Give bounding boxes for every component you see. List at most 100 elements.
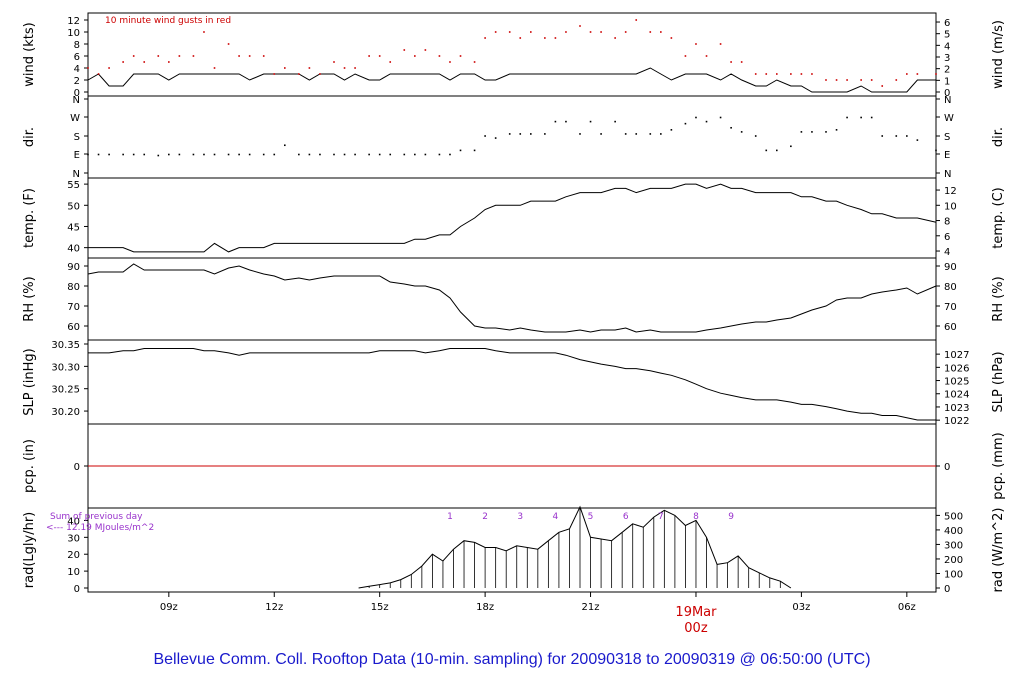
data-point-dir (649, 133, 652, 135)
data-point-wind (881, 85, 884, 87)
x-tick-label: 21z (582, 602, 600, 613)
data-point-dir (308, 153, 311, 156)
left-tick-label-dir: N (73, 169, 80, 180)
data-point-wind (684, 55, 687, 57)
data-point-wind (554, 37, 557, 39)
left-axis-label-rh: RH (%) (22, 276, 37, 321)
data-point-dir (579, 133, 581, 135)
x-tick-label: 18z (476, 602, 494, 613)
right-tick-label-temp: 12 (944, 186, 957, 197)
date-label-day: 19Mar (675, 605, 717, 620)
right-tick-label-rad: 500 (944, 511, 963, 522)
data-point-dir (895, 135, 898, 137)
right-axis-label-dir: dir. (991, 127, 1006, 147)
data-point-dir (389, 153, 392, 156)
panel-frame-rad (87, 507, 937, 593)
data-point-wind (178, 55, 181, 57)
data-point-wind (262, 55, 265, 57)
right-tick-label-rad: 200 (944, 555, 963, 566)
x-tick-label: 03z (792, 602, 810, 613)
hour-marker: 4 (553, 512, 559, 522)
data-point-dir (424, 153, 427, 156)
data-point-wind (635, 19, 638, 21)
hour-marker: 9 (728, 512, 734, 522)
left-tick-label-dir: S (74, 132, 80, 143)
left-axis-label-dir: dir. (22, 127, 37, 147)
left-tick-label-wind: 6 (74, 52, 80, 63)
data-point-dir (695, 116, 697, 119)
data-point-wind (508, 31, 511, 33)
data-point-dir (178, 153, 181, 156)
left-tick-label-wind: 8 (74, 40, 80, 51)
chart-title: Bellevue Comm. Coll. Rooftop Data (10-mi… (153, 651, 871, 668)
data-point-wind (192, 55, 195, 57)
left-tick-label-slp: 30.30 (51, 362, 80, 373)
data-point-dir (765, 149, 768, 152)
data-point-wind (870, 79, 873, 81)
right-tick-label-slp: 1022 (944, 416, 969, 427)
data-point-wind (846, 79, 848, 81)
data-point-dir (284, 144, 286, 147)
data-point-dir (508, 133, 511, 135)
right-tick-label-wind: 0 (944, 88, 950, 99)
data-point-wind (273, 73, 276, 75)
data-point-wind (414, 55, 416, 57)
data-point-wind (705, 55, 708, 57)
right-tick-label-rad: 400 (944, 526, 963, 537)
data-point-wind (600, 31, 602, 33)
right-axis-label-rad: rad (W/m^2) (991, 508, 1006, 593)
left-tick-label-rh: 70 (67, 302, 80, 313)
hour-marker: 7 (658, 512, 664, 522)
hour-marker: 2 (482, 512, 488, 522)
right-tick-label-rad: 0 (944, 584, 950, 595)
data-point-dir (97, 153, 100, 156)
data-point-dir (459, 149, 462, 152)
data-point-dir (87, 153, 89, 156)
data-point-dir (684, 122, 687, 125)
x-tick-label: 12z (265, 602, 283, 613)
series-line-rh (87, 263, 937, 333)
panel-frame-temp (87, 177, 937, 259)
data-point-dir (157, 154, 160, 157)
data-point-wind (790, 73, 792, 75)
data-point-wind (343, 67, 346, 69)
data-point-wind (203, 31, 205, 33)
left-tick-label-dir: E (74, 150, 80, 161)
data-point-dir (530, 133, 532, 135)
data-point-wind (97, 73, 100, 75)
data-point-dir (192, 153, 195, 156)
data-point-wind (579, 25, 581, 27)
data-point-wind (754, 73, 757, 75)
left-tick-label-wind: 12 (67, 16, 80, 27)
left-tick-label-rad: 0 (74, 584, 80, 595)
data-point-wind (308, 67, 311, 69)
right-tick-label-dir: N (944, 95, 951, 106)
left-tick-label-dir: W (70, 113, 80, 124)
left-tick-label-temp: 40 (67, 244, 80, 255)
data-point-wind (298, 73, 300, 75)
data-point-dir (414, 153, 416, 156)
data-point-dir (438, 153, 441, 156)
left-axis-label-slp: SLP (inHg) (22, 348, 37, 416)
right-tick-label-dir: S (944, 132, 950, 143)
data-point-wind (238, 55, 240, 57)
data-point-dir (906, 135, 908, 137)
hour-marker: 5 (588, 512, 594, 522)
data-point-dir (740, 131, 743, 133)
left-tick-label-wind: 2 (74, 76, 80, 87)
data-point-wind (354, 67, 356, 69)
right-axis-label-wind: wind (m/s) (991, 20, 1006, 89)
right-tick-label-rh: 90 (944, 262, 957, 273)
data-point-wind (157, 55, 160, 57)
data-point-dir (108, 153, 110, 156)
data-point-wind (143, 61, 146, 63)
right-tick-label-dir: N (944, 169, 951, 180)
data-point-dir (298, 153, 300, 156)
data-point-dir (916, 139, 919, 141)
left-tick-label-temp: 50 (67, 201, 80, 212)
left-tick-label-slp: 30.25 (51, 385, 80, 396)
data-point-dir (860, 116, 862, 119)
data-point-dir (554, 120, 557, 123)
right-tick-label-rh: 80 (944, 282, 957, 293)
data-point-wind (565, 31, 567, 33)
